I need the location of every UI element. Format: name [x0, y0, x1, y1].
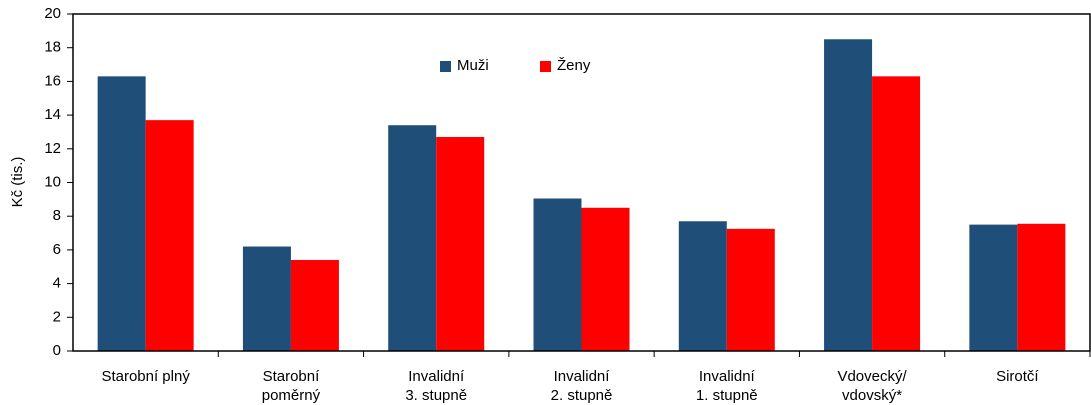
x-tick-label: Invalidní 1. stupně	[695, 368, 758, 404]
bar	[97, 76, 146, 351]
bar	[678, 221, 727, 351]
bar	[145, 120, 194, 351]
bar	[969, 224, 1018, 351]
y-tick-label: 8	[53, 207, 61, 224]
x-tick-label: Sirotčí	[996, 368, 1039, 385]
x-tick-label: Invalidní 2. stupně	[550, 368, 613, 404]
plot-border	[72, 13, 1091, 352]
bar	[726, 228, 775, 351]
y-tick-label: 18	[44, 39, 61, 56]
y-tick-label: 2	[53, 308, 61, 325]
bar	[388, 125, 437, 352]
bar	[436, 137, 485, 351]
y-tick-label: 4	[53, 275, 61, 292]
legend-swatch	[440, 61, 451, 72]
legend-label: Ženy	[557, 57, 591, 74]
y-tick-label: 16	[44, 72, 61, 89]
y-tick-label: 0	[53, 342, 61, 359]
x-tick-label: Starobní plný	[101, 368, 190, 385]
bar	[872, 76, 921, 351]
bar	[824, 39, 873, 352]
legend-label: Muži	[457, 57, 489, 74]
bar	[1017, 223, 1066, 351]
legend-swatch	[540, 61, 551, 72]
y-tick-label: 12	[44, 140, 61, 157]
x-tick-label: Starobní poměrný	[261, 368, 321, 404]
y-tick-label: 14	[44, 106, 61, 123]
y-tick-label: 20	[44, 5, 61, 22]
x-tick-label: Invalidní 3. stupně	[405, 368, 468, 404]
y-axis-label: Kč (tis.)	[9, 157, 26, 208]
y-tick-label: 10	[44, 173, 61, 190]
x-tick-label: Vdovecký/ vdovský*	[837, 368, 907, 404]
bar	[242, 246, 291, 351]
bar	[290, 260, 339, 351]
y-tick-label: 6	[53, 241, 61, 258]
bar	[581, 207, 630, 351]
bar	[533, 198, 582, 351]
